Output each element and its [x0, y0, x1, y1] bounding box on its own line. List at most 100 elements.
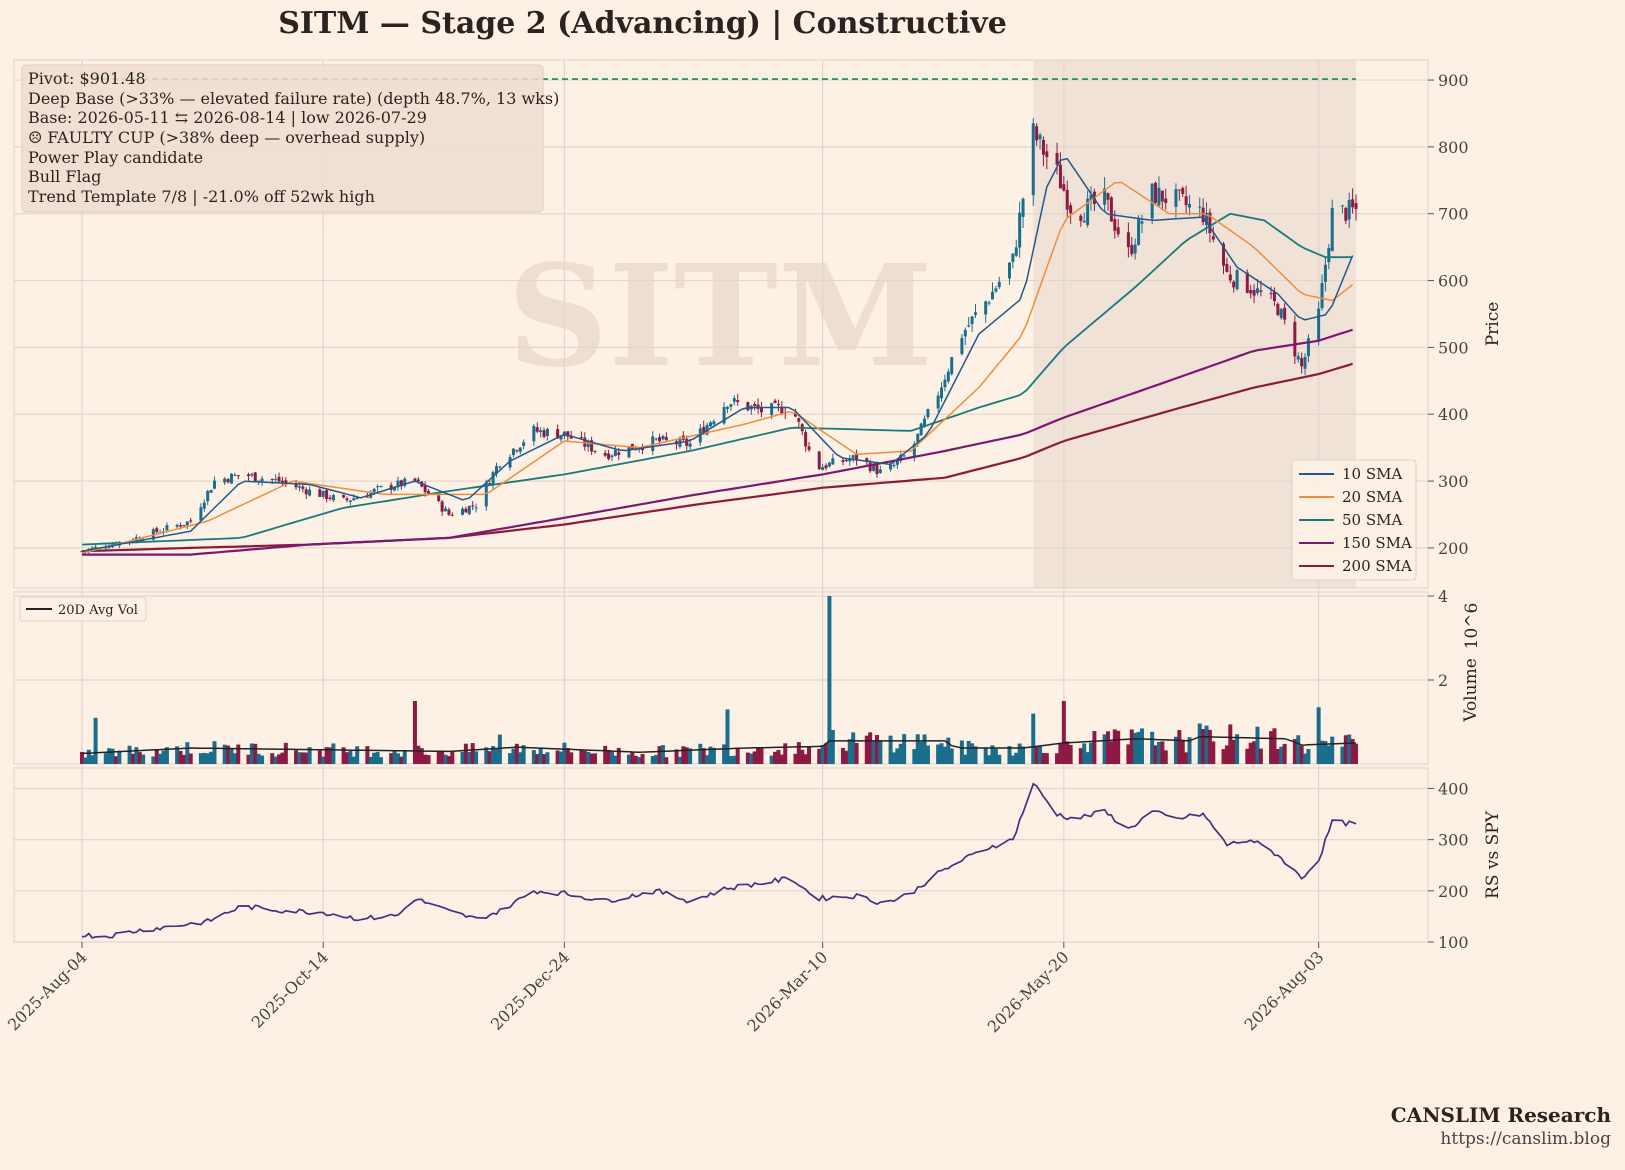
- candle-body: [165, 525, 169, 531]
- candle-body: [725, 406, 729, 409]
- volume-bar: [1269, 731, 1274, 764]
- volume-bar: [351, 756, 356, 764]
- candle-body: [423, 485, 427, 493]
- price-tick-label: 400: [1438, 405, 1469, 424]
- candle-body: [569, 435, 573, 439]
- annotation-box-bg: [21, 64, 544, 213]
- candle-body: [1058, 164, 1062, 189]
- volume-bar: [294, 750, 299, 764]
- volume-bar: [134, 747, 139, 764]
- volume-bar: [232, 753, 237, 764]
- volume-bar: [270, 753, 275, 764]
- candle-body: [756, 404, 760, 409]
- rs-line: [81, 782, 1357, 939]
- candle-body: [1320, 283, 1324, 309]
- sma50-line: [81, 212, 1353, 546]
- candle-body: [1330, 208, 1334, 252]
- candle-body: [973, 312, 977, 315]
- volume-bar: [484, 747, 489, 764]
- candle-body: [467, 505, 471, 514]
- volume-bar: [830, 730, 835, 764]
- volume-legend: 20D Avg Vol: [19, 596, 147, 622]
- volume-bar: [317, 750, 322, 764]
- volume-bar: [776, 749, 781, 764]
- volume-bar: [1248, 742, 1253, 764]
- volume-bar: [249, 743, 254, 764]
- volume-bar: [640, 753, 645, 764]
- volume-bar: [783, 743, 788, 764]
- candle-body: [753, 403, 757, 406]
- candle-body: [875, 465, 879, 475]
- candle-body: [1201, 207, 1205, 223]
- volume-bar: [164, 747, 169, 764]
- candle-body: [556, 429, 560, 439]
- volume-bar: [1007, 746, 1012, 764]
- candle-body: [722, 407, 726, 424]
- candle-body: [1351, 199, 1355, 208]
- volume-bar: [205, 753, 210, 764]
- volume-bar: [745, 752, 750, 764]
- volume-bar: [188, 753, 193, 764]
- candle-body: [206, 491, 210, 502]
- candle-body: [1293, 321, 1297, 357]
- volume-bar: [630, 751, 635, 764]
- x-tick-label: 2026-Aug-03: [1240, 947, 1327, 1034]
- candle-body: [518, 447, 522, 452]
- candle-body: [654, 438, 658, 440]
- x-tick-label: 2026-May-20: [984, 947, 1073, 1036]
- volume-bar: [688, 748, 693, 764]
- annotation-trend-template: Trend Template 7/8 | -21.0% off 52wk hig…: [28, 187, 375, 206]
- candle-body: [868, 462, 872, 472]
- volume-bar: [616, 747, 621, 764]
- candle-body: [284, 480, 288, 483]
- volume-bar: [229, 748, 234, 764]
- candle-body: [1082, 220, 1086, 223]
- candle-body: [844, 460, 848, 462]
- volume-bar: [508, 753, 513, 764]
- candle-body: [440, 501, 444, 512]
- candle-body: [1188, 203, 1192, 208]
- volume-bar: [212, 741, 217, 764]
- candle-body: [936, 395, 940, 409]
- volume-bar: [1041, 753, 1046, 764]
- candle-body: [889, 464, 893, 470]
- volume-bar: [141, 754, 146, 764]
- volume-bar: [328, 747, 333, 764]
- candle-body: [447, 509, 451, 515]
- volume-bar: [511, 748, 516, 764]
- volume-bar: [1156, 741, 1161, 764]
- candle-body: [1038, 134, 1042, 140]
- volume-bar: [494, 748, 499, 764]
- volume-bar: [936, 744, 941, 764]
- volume-bar: [392, 750, 397, 764]
- candle-body: [967, 325, 971, 327]
- volume-bar: [283, 742, 288, 764]
- volume-bar: [389, 753, 394, 764]
- volume-bar: [1089, 742, 1094, 764]
- candle-body: [277, 476, 281, 482]
- candle-body: [1347, 199, 1351, 220]
- volume-bar: [779, 754, 784, 764]
- volume-bar: [732, 755, 737, 764]
- volume-bar: [925, 745, 930, 764]
- candle-body: [403, 478, 407, 486]
- volume-bar: [1126, 744, 1131, 764]
- volume-bar: [633, 755, 638, 764]
- volume-bar: [1021, 746, 1026, 764]
- candle-body: [355, 497, 359, 500]
- volume-bar: [912, 749, 917, 764]
- legend-label-sma50: 50 SMA: [1342, 511, 1402, 529]
- volume-bar: [440, 751, 445, 764]
- volume-bar: [1204, 725, 1209, 764]
- candle-body: [827, 462, 831, 467]
- brand-url[interactable]: https://canslim.blog: [1440, 1129, 1611, 1149]
- volume-bar: [1034, 746, 1039, 764]
- candle-body: [1276, 303, 1280, 316]
- candle-body: [651, 436, 655, 452]
- volume-bar: [701, 748, 706, 764]
- volume-bar: [1085, 752, 1090, 764]
- volume-bar: [93, 717, 98, 764]
- candle-body: [542, 430, 546, 437]
- volume-bar: [1061, 701, 1066, 764]
- candle-body: [155, 528, 159, 533]
